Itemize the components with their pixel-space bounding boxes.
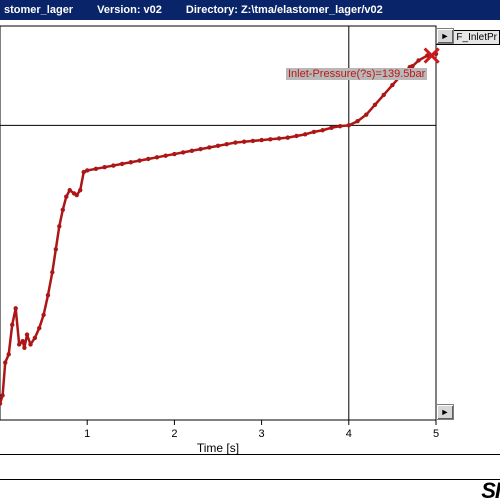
svg-text:3: 3 [259,428,265,440]
directory-label: Directory: Z:\tma/elastomer_lager/v02 [186,4,383,16]
footer: SI [0,480,500,500]
cursor-readout: Inlet-Pressure(?s)=139.5bar [286,68,427,80]
svg-text:2: 2 [171,428,177,440]
brand-logo: SI [481,478,500,500]
project-label: stomer_lager [4,4,73,16]
scroll-right-bottom-button[interactable]: ► [436,404,454,420]
arrow-right-icon: ► [441,407,450,417]
menubar: stomer_lager Version: v02 Directory: Z:\… [0,0,500,20]
plot-area: 1 2 3 4 5 Time [s] F_InletPr Inlet-Pressure(?… [0,20,500,454]
arrow-right-icon: ► [441,31,450,41]
scroll-right-top-button[interactable]: ► [436,28,454,44]
legend-label: F_InletPr [456,32,497,43]
svg-text:1: 1 [84,428,90,440]
svg-text:Time [s]: Time [s] [197,441,239,454]
pressure-chart: 1 2 3 4 5 Time [s] [0,20,500,454]
svg-text:5: 5 [433,428,439,440]
version-label: Version: v02 [97,4,162,16]
divider-band [0,454,500,480]
svg-text:4: 4 [346,428,352,440]
